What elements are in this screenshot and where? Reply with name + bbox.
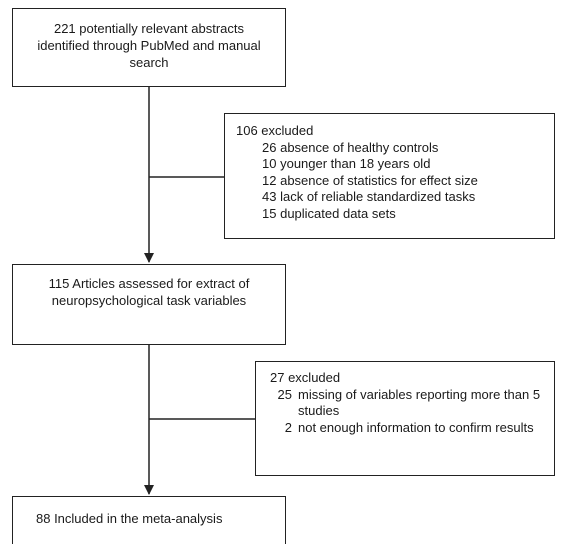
exclusion2-item-0: 25 missing of variables reporting more t… [270, 387, 546, 420]
exclusion2-item-0-count: 25 [277, 386, 292, 402]
step3-box: 88 Included in the meta-analysis [12, 496, 286, 544]
step1-text: 221 potentially relevant abstracts ident… [37, 21, 261, 70]
exclusion1-item-2-label: absence of statistics for effect size [280, 172, 478, 188]
exclusion1-item-4-label: duplicated data sets [280, 205, 396, 221]
exclusion1-item-1-count: 10 [262, 156, 277, 171]
exclusion1-item-3-label: lack of reliable standardized tasks [280, 189, 476, 204]
exclusion1-item-4-count: 15 [262, 205, 277, 221]
step2-box: 115 Articles assessed for extract of neu… [12, 264, 286, 345]
exclusion1-item-3: 43 lack of reliable standardized tasks [236, 189, 544, 206]
exclusion2-item-1: 2 not enough information to confirm resu… [270, 420, 546, 437]
step1-box: 221 potentially relevant abstracts ident… [12, 8, 286, 87]
step3-text: 88 Included in the meta-analysis [36, 511, 223, 526]
exclusion1-box: 106 excluded 26 absence of healthy contr… [224, 113, 555, 239]
exclusion2-header: 27 excluded [270, 370, 341, 385]
exclusion1-header: 106 excluded [236, 123, 314, 138]
exclusion1-item-0-count: 26 [262, 139, 277, 155]
exclusion2-item-1-count: 2 [284, 419, 292, 435]
exclusion2-item-0-label: missing of variables reporting more than… [298, 386, 541, 419]
exclusion1-item-2-count: 12 [262, 172, 277, 188]
exclusion1-item-4: 15 duplicated data sets [236, 206, 544, 223]
exclusion1-item-1: 10 younger than 18 years old [236, 156, 544, 173]
exclusion1-item-0-label: absence of healthy controls [280, 139, 439, 155]
step2-text: 115 Articles assessed for extract of neu… [48, 276, 250, 308]
exclusion2-item-1-label: not enough information to confirm result… [298, 419, 534, 435]
exclusion1-item-2: 12 absence of statistics for effect size [236, 173, 544, 190]
exclusion1-item-3-count: 43 [262, 189, 277, 204]
exclusion1-item-0: 26 absence of healthy controls [236, 140, 544, 157]
exclusion1-item-1-label: younger than 18 years old [280, 156, 431, 171]
exclusion2-box: 27 excluded 25 missing of variables repo… [255, 361, 555, 476]
